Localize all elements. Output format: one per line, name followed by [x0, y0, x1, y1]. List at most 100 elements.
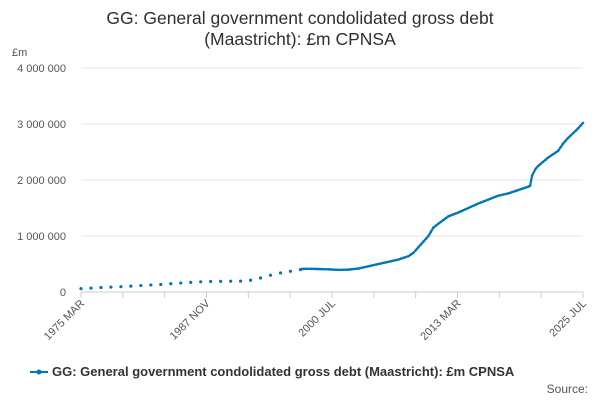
data-point	[352, 267, 355, 271]
data-point	[399, 257, 403, 260]
data-point	[464, 207, 468, 211]
data-point	[521, 187, 525, 190]
data-point	[314, 267, 318, 271]
data-point	[561, 142, 565, 145]
data-point	[367, 264, 370, 268]
x-axis	[80, 291, 584, 298]
data-point	[506, 192, 510, 195]
data-point	[519, 187, 522, 191]
y-tick-label: 1 000 000	[17, 231, 66, 243]
data-point	[312, 267, 315, 271]
data-point	[454, 212, 458, 215]
data-point	[129, 284, 133, 288]
data-point	[238, 279, 243, 283]
data-point	[304, 267, 308, 271]
data-point	[539, 162, 542, 166]
data-point	[541, 160, 545, 164]
data-point	[309, 267, 313, 271]
data-point	[299, 267, 303, 271]
data-point	[576, 127, 580, 130]
data-point	[357, 267, 360, 270]
x-axis-ticks: 1975 MAR 1987 NOV 2000 JUL 2013 MAR 2025 JUL	[42, 297, 589, 343]
data-point	[499, 193, 503, 197]
data-point	[258, 276, 263, 280]
data-point	[474, 203, 478, 206]
data-point	[344, 268, 348, 271]
data-point	[374, 263, 378, 266]
data-point	[397, 258, 400, 261]
data-point	[442, 218, 445, 222]
data-point	[439, 220, 443, 224]
data-point	[559, 145, 562, 149]
data-point	[268, 273, 273, 277]
data-point	[379, 262, 383, 265]
legend[interactable]: GG: General government condolidated gros…	[30, 364, 515, 379]
y-axis-ticks: 0 1 000 000 2 000 000 3 000 000 4 000 000	[17, 63, 66, 299]
data-point	[429, 230, 433, 234]
data-point	[342, 268, 345, 272]
data-point	[566, 136, 570, 140]
data-point	[189, 280, 193, 284]
y-axis-label: £m	[12, 47, 27, 59]
data-point	[329, 268, 333, 271]
chart-title-line-1: GG: General government condolidated gros…	[106, 8, 494, 28]
data-point	[471, 204, 475, 208]
data-point	[491, 196, 495, 199]
data-point	[362, 266, 365, 269]
x-tick-label: 2025 JUL	[547, 298, 589, 340]
data-point	[248, 278, 253, 282]
data-point	[501, 193, 505, 196]
data-point	[392, 259, 395, 262]
data-point	[278, 271, 283, 275]
data-point	[457, 211, 460, 214]
data-point	[514, 189, 517, 193]
data-point	[494, 195, 498, 198]
data-point	[109, 285, 113, 289]
x-tick-label: 2013 MAR	[418, 298, 463, 343]
data-point	[219, 279, 223, 283]
data-point	[119, 285, 123, 289]
data-point	[339, 268, 343, 272]
source-label: Source:	[547, 382, 588, 396]
data-point	[334, 268, 338, 272]
data-point	[414, 248, 418, 252]
data-point	[444, 216, 448, 220]
data-point	[384, 261, 388, 264]
data-point	[364, 265, 368, 269]
data-point	[516, 188, 520, 192]
data-point	[476, 202, 480, 205]
data-point	[404, 255, 408, 259]
y-tick-label: 3 000 000	[17, 119, 66, 131]
data-point	[349, 268, 353, 271]
data-point	[536, 164, 540, 168]
data-point	[387, 260, 390, 264]
data-point	[427, 234, 430, 238]
data-point	[229, 279, 233, 283]
data-point	[449, 214, 453, 217]
data-point	[462, 208, 465, 212]
data-point	[394, 258, 398, 262]
data-point	[319, 267, 323, 271]
data-point	[452, 213, 455, 216]
data-point	[337, 268, 340, 272]
data-point	[79, 287, 83, 291]
data-point	[419, 243, 423, 246]
data-point	[469, 205, 473, 209]
data-point	[459, 210, 463, 213]
data-point	[434, 224, 438, 227]
data-point	[179, 281, 183, 285]
data-point	[511, 190, 515, 194]
data-point	[149, 283, 153, 287]
data-point	[528, 184, 532, 187]
data-point	[489, 197, 493, 200]
data-point	[574, 129, 577, 133]
data-point	[382, 261, 385, 265]
data-point	[288, 269, 293, 273]
data-point	[407, 254, 410, 258]
data-point	[99, 285, 103, 290]
data-point	[409, 253, 413, 256]
data-point	[422, 240, 425, 243]
data-point	[424, 237, 428, 241]
data-point	[332, 268, 335, 271]
